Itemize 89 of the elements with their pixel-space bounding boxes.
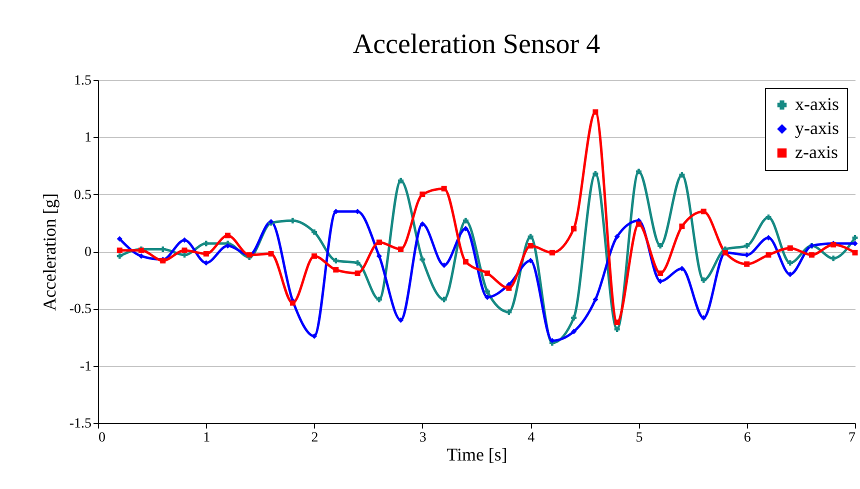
y-axis-title: Acceleration [g] — [39, 193, 60, 311]
point — [700, 315, 706, 321]
point — [636, 168, 642, 174]
point — [592, 171, 598, 176]
point — [333, 267, 339, 273]
point — [462, 226, 468, 232]
point — [571, 328, 577, 334]
point — [679, 172, 685, 178]
point — [549, 250, 555, 256]
point — [398, 317, 404, 323]
y-tick-label: -1 — [80, 359, 92, 374]
point — [441, 296, 447, 302]
point — [116, 253, 122, 259]
point — [312, 333, 318, 339]
point — [420, 221, 426, 227]
point — [744, 243, 750, 249]
point — [312, 229, 318, 235]
point — [614, 326, 620, 332]
x-tick-label: 6 — [744, 430, 751, 446]
x-tick-label: 4 — [528, 430, 535, 446]
point — [116, 236, 122, 242]
point — [658, 270, 664, 276]
point — [398, 246, 404, 252]
point — [744, 261, 750, 267]
x-tick-label: 3 — [419, 430, 426, 446]
point — [354, 260, 360, 266]
point — [290, 218, 296, 224]
point — [290, 300, 296, 306]
point — [636, 221, 642, 227]
point — [203, 240, 209, 246]
legend-label: z-axis — [795, 142, 838, 162]
point — [506, 285, 512, 291]
point — [787, 260, 793, 266]
x-tick-label: 5 — [636, 430, 643, 446]
point — [333, 258, 339, 264]
point — [484, 288, 490, 294]
chart-title: Acceleration Sensor 4 — [352, 29, 600, 60]
point — [571, 226, 577, 232]
point — [312, 253, 318, 259]
point — [700, 208, 706, 214]
x-tick-label: 0 — [98, 430, 106, 446]
point — [138, 253, 144, 259]
point — [462, 218, 468, 224]
point — [614, 234, 620, 240]
point — [766, 252, 772, 258]
y-tick-label: 1 — [84, 130, 92, 146]
point — [592, 296, 598, 302]
point — [830, 256, 836, 262]
point — [592, 109, 598, 115]
point — [484, 270, 490, 276]
point — [441, 262, 447, 268]
point — [809, 252, 814, 258]
y-tick-label: -1.5 — [69, 416, 92, 432]
x-tick-label: 1 — [203, 430, 210, 446]
point — [420, 192, 426, 198]
point — [679, 224, 685, 230]
y-tick-label: 0.5 — [74, 188, 92, 203]
point — [528, 243, 534, 249]
point — [203, 260, 209, 266]
point — [787, 245, 793, 251]
point — [116, 248, 122, 254]
point — [398, 178, 404, 184]
point — [852, 250, 858, 256]
point — [203, 251, 209, 257]
legend-label: y-axis — [795, 118, 839, 138]
point — [614, 320, 620, 326]
point — [700, 277, 706, 283]
point — [441, 186, 447, 192]
y-tick-label: 0 — [84, 245, 92, 260]
point — [376, 240, 382, 246]
point — [852, 235, 858, 241]
point — [182, 248, 188, 254]
point — [506, 309, 512, 315]
point — [376, 296, 382, 302]
x-tick-label: 2 — [311, 430, 318, 446]
point — [766, 214, 772, 220]
point — [462, 259, 468, 265]
y-tick-label: 1.5 — [74, 74, 92, 88]
y-tick-label: -0.5 — [69, 302, 92, 318]
point — [528, 234, 534, 240]
x-tick-label: 7 — [848, 430, 856, 446]
point — [376, 253, 382, 259]
point — [268, 251, 274, 257]
legend-label: x-axis — [795, 94, 839, 114]
x-axis-title: Time [s] — [446, 444, 508, 464]
point — [571, 315, 577, 321]
point — [658, 243, 664, 249]
point — [787, 272, 793, 278]
point — [354, 270, 360, 276]
